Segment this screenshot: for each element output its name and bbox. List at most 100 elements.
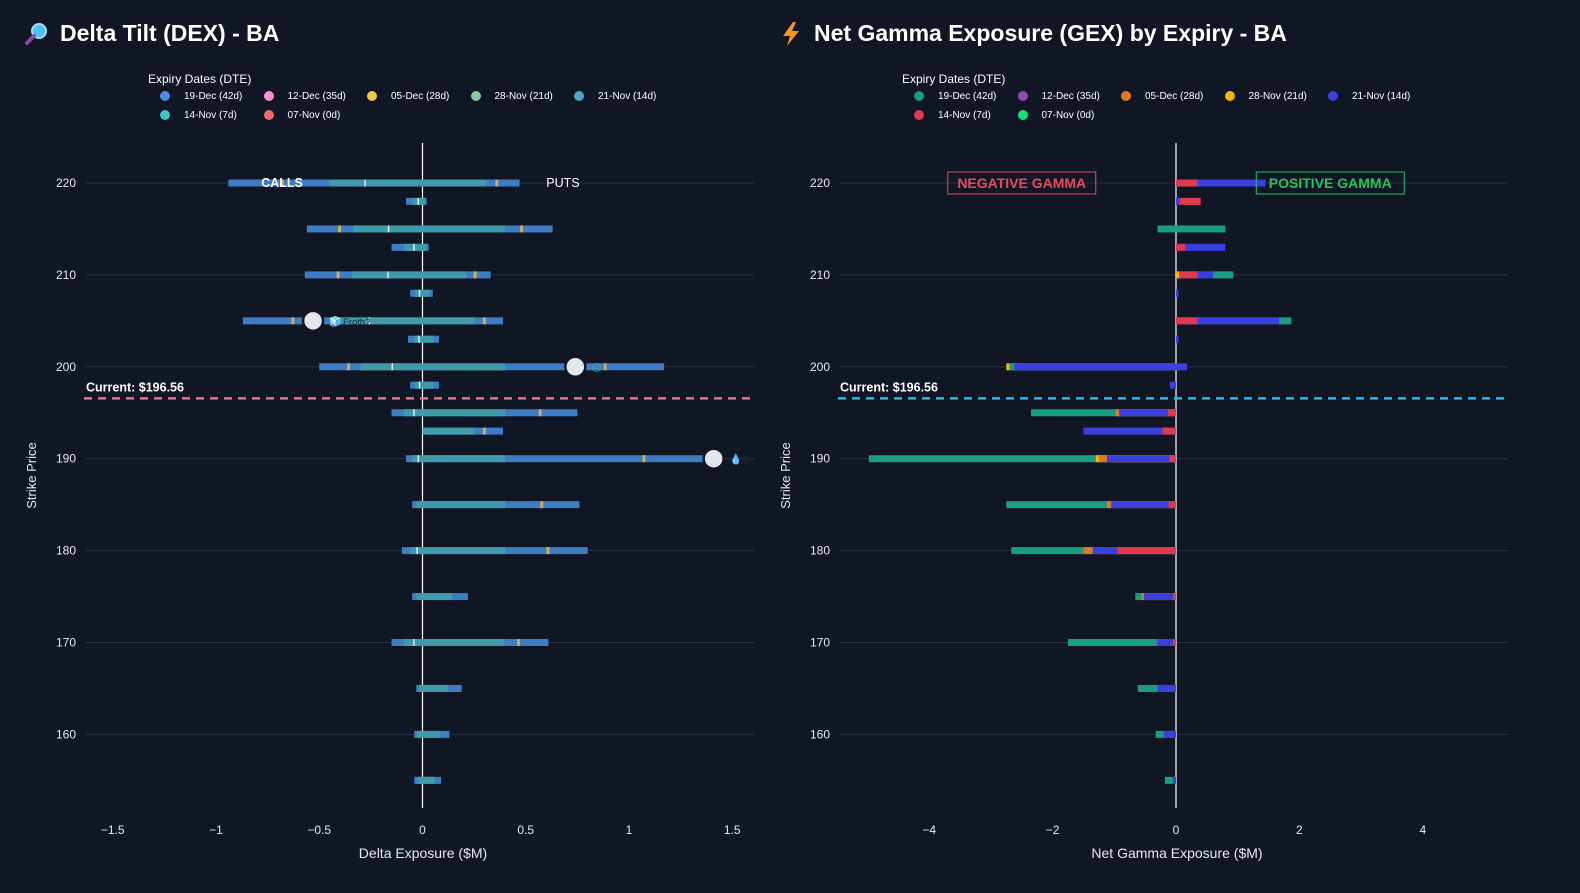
dex-marker (564, 355, 587, 379)
gex-bar-segment (1176, 335, 1179, 343)
gex-legend-item[interactable]: 28-Nov (21d) (1224, 90, 1329, 102)
dex-panel: Delta Tilt (DEX) - BA Expiry Dates (DTE)… (0, 0, 754, 893)
dex-current-price-label: Current: $196.56 (86, 380, 184, 394)
gex-y-tick-label: 200 (810, 360, 830, 374)
dex-bar-segment (417, 455, 420, 463)
legend-label: 21-Nov (14d) (1352, 90, 1411, 102)
gex-bar-segment (1176, 363, 1188, 371)
dex-marker-emoji: 💧 (730, 453, 742, 466)
legend-dot-icon (1121, 91, 1131, 101)
legend-label: 07-Nov (0d) (287, 109, 341, 121)
dex-x-tick-label: −1 (209, 823, 223, 837)
dex-bar-segment (351, 271, 467, 279)
dex-legend-item[interactable]: 14-Nov (7d) (160, 109, 264, 121)
gex-bar-segment (1143, 593, 1176, 601)
gex-x-tick-label: 4 (1419, 823, 1426, 837)
legend-dot-icon (914, 110, 924, 120)
dex-bar-segment (347, 363, 351, 371)
dex-x-tick-label: 0.5 (517, 823, 534, 837)
gex-y-tick-label: 190 (810, 452, 830, 466)
dex-bar-segment (417, 197, 420, 205)
dex-bar-segment (495, 179, 499, 187)
dex-bar-segment (417, 776, 435, 784)
gex-y-axis-label: Strike Price (778, 442, 793, 508)
dex-bar-segment (338, 225, 342, 233)
dex-bar-segment (418, 289, 421, 297)
dex-bar-segment (418, 381, 421, 389)
gex-bar-segment (1176, 243, 1226, 251)
gex-title: Net Gamma Exposure (GEX) by Expiry - BA (778, 20, 1287, 47)
gex-legend-item[interactable]: 21-Nov (14d) (1328, 90, 1432, 102)
gex-legend-item[interactable]: 05-Dec (28d) (1121, 90, 1225, 102)
dex-legend-item[interactable]: 05-Dec (28d) (367, 90, 471, 102)
dex-legend-item[interactable]: 07-Nov (0d) (263, 109, 368, 121)
dex-marker (301, 309, 325, 333)
dex-legend-item[interactable]: 19-Dec (42d) (160, 90, 264, 102)
dex-bar-segment (603, 363, 607, 371)
gex-title-text: Net Gamma Exposure (GEX) by Expiry - BA (814, 20, 1287, 46)
dex-bar-segment (368, 317, 371, 325)
dex-bar-segment (412, 455, 506, 463)
dex-legend-item[interactable]: 21-Nov (14d) (574, 90, 678, 102)
dex-bar-segment (416, 501, 506, 509)
gex-legend-item[interactable]: 14-Nov (7d) (914, 109, 1018, 121)
gex-legend-item[interactable]: 19-Dec (42d) (914, 90, 1018, 102)
legend-dot-icon (1017, 110, 1028, 120)
dex-bar-segment (417, 730, 440, 738)
legend-dot-icon (263, 110, 274, 120)
gex-label-box (947, 171, 1097, 195)
gex-bar-segment (868, 455, 1176, 463)
gex-bar-segment (1176, 289, 1179, 297)
gex-y-tick-label: 210 (810, 268, 830, 282)
gex-legend-item[interactable]: 12-Dec (35d) (1017, 90, 1122, 102)
dex-bar-segment (387, 225, 390, 233)
gex-y-tick-label: 170 (810, 636, 830, 650)
dex-bar-segment (413, 243, 415, 251)
dex-legend-item[interactable]: 28-Nov (21d) (470, 90, 575, 102)
gex-bar-segment (1176, 271, 1198, 279)
gex-x-axis-label: Net Gamma Exposure ($M) (1091, 845, 1262, 861)
dex-marker-label: Froth? (343, 317, 370, 328)
dex-bar-segment (387, 271, 389, 279)
dex-bar-segment (353, 225, 506, 233)
dex-bar-segment (336, 271, 340, 279)
legend-label: 07-Nov (0d) (1041, 109, 1095, 121)
dex-bar-segment (642, 455, 646, 463)
dex-x-tick-label: 0 (419, 823, 426, 837)
dex-legend-item[interactable]: 12-Dec (35d) (263, 90, 368, 102)
gex-bar-segment (1157, 684, 1176, 692)
gex-bar-segment (1176, 179, 1266, 187)
legend-label: 14-Nov (7d) (184, 109, 237, 121)
legend-label: 21-Nov (14d) (598, 90, 657, 102)
gex-bar-segment (1172, 593, 1176, 601)
gex-x-tick-label: −4 (922, 823, 936, 837)
dex-annotation-puts: PUTS (546, 176, 579, 190)
gex-bar-segment (1176, 225, 1226, 233)
gex-bar-segment (1006, 501, 1176, 509)
dex-bar-segment (415, 381, 434, 389)
dex-bar-segment (520, 225, 524, 233)
legend-label: 12-Dec (35d) (1041, 90, 1100, 102)
gex-bar-segment (1106, 455, 1176, 463)
gex-legend-title: Expiry Dates (DTE) (902, 72, 1006, 86)
gex-bar-segment (1111, 501, 1176, 509)
dex-bar-segment (360, 363, 506, 371)
legend-label: 14-Nov (7d) (938, 109, 991, 121)
dex-chart: 160 170 180 190 200 210 220 −1.5 −1 −0.5 0 0.5 1 1.5 D… (24, 143, 754, 861)
dex-x-tick-label: 1 (626, 823, 633, 837)
dex-bar-segment (391, 363, 394, 371)
dex-x-tick-label: −0.5 (307, 823, 331, 837)
lightning-icon (783, 21, 799, 46)
gex-x-tick-label: 0 (1173, 823, 1180, 837)
gex-bar-segment (1163, 730, 1176, 738)
gex-legend-item[interactable]: 07-Nov (0d) (1017, 109, 1122, 121)
gex-bar-segment (1176, 197, 1201, 205)
dex-bar-segment (418, 684, 449, 692)
gex-bar-segment (1031, 409, 1176, 417)
dex-bar-segment (540, 501, 544, 509)
dex-bar-segment (422, 427, 475, 435)
dex-bar-segment (403, 409, 506, 417)
gex-chart: 160 170 180 190 200 210 220 −4 −2 0 2 4 Net Gamma Ex… (778, 143, 1508, 861)
gex-bar-segment (1176, 179, 1198, 187)
dex-y-tick-label: 180 (56, 544, 76, 558)
